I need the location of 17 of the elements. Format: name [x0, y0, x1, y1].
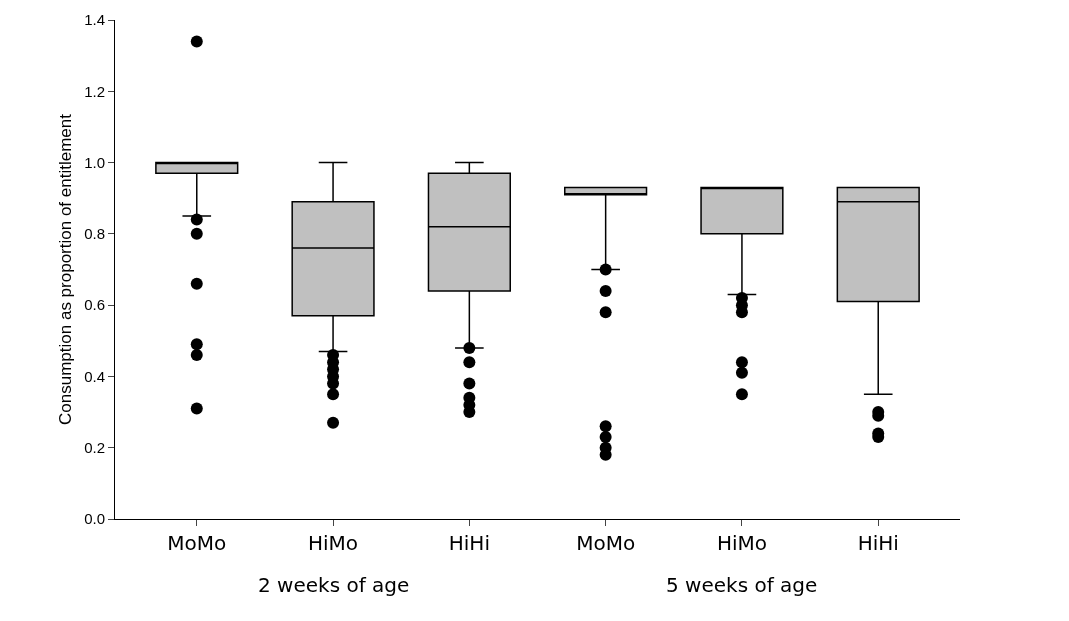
y-tick-label: 0.6 — [84, 296, 105, 314]
x-tick-label: HiMo — [308, 531, 359, 555]
text: 5 weeks of age — [666, 573, 818, 597]
x-tick-label: MoMo — [576, 531, 636, 555]
x-tick-label: MoMo — [167, 531, 227, 555]
y-tick-label: 1.0 — [84, 153, 105, 171]
y-tick-label: 0.0 — [84, 510, 105, 528]
x-tick-label: HiMo — [716, 531, 767, 555]
y-tick-label: 0.4 — [84, 367, 105, 385]
y-tick-label: 0.8 — [84, 225, 105, 243]
y-tick-label: 1.2 — [84, 82, 105, 100]
y-tick-label: 1.4 — [84, 11, 105, 29]
x-tick-label: HiHi — [448, 531, 490, 555]
y-axis-title: Consumption as proportion of entitlement — [56, 113, 75, 425]
text: 2 weeks of age — [258, 573, 410, 597]
x-tick-label: HiHi — [857, 531, 899, 555]
y-tick-label: 0.2 — [84, 438, 105, 456]
